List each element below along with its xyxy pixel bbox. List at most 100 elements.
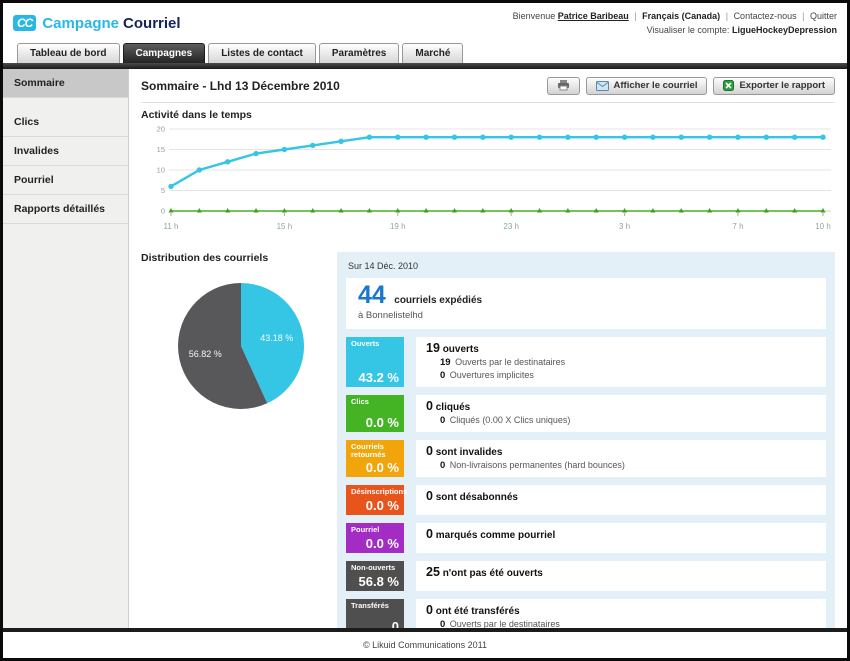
language-link[interactable]: Français (Canada) xyxy=(642,11,721,21)
svg-text:10 h: 10 h xyxy=(815,222,831,231)
sent-count: 44 xyxy=(358,280,386,309)
printer-icon xyxy=(557,80,570,91)
stat-badge-value: 0 xyxy=(391,619,399,628)
brand-primary: Campagne xyxy=(42,14,120,32)
tab-campagnes[interactable]: Campagnes xyxy=(122,42,206,63)
stat-badge-value: 43.2 % xyxy=(358,369,399,385)
stat-badge-value: 56.8 % xyxy=(358,574,399,590)
show-email-button[interactable]: Afficher le courriel xyxy=(585,76,708,95)
brand-secondary: Courriel xyxy=(123,14,181,32)
sidebar-item-sommaire[interactable]: Sommaire xyxy=(3,68,128,98)
stat-main-line: 0 marqués comme pourriel xyxy=(426,527,816,541)
stat-row: Courriels retournés 0.0 % 0 sont invalid… xyxy=(346,439,826,478)
header: CC Campagne Courriel Bienvenue Patrice Ba… xyxy=(3,3,847,40)
stat-sub-line: 0 Ouvertures implicites xyxy=(440,369,534,381)
stat-main-line: 0 sont invalides xyxy=(426,444,816,458)
stat-sub-line: 0 Non-livraisons permanentes (hard bounc… xyxy=(440,459,625,471)
app-logo-icon: CC xyxy=(13,15,37,32)
sidebar-item-invalides[interactable]: Invalides xyxy=(3,137,128,166)
stat-badge-label: Clics xyxy=(351,396,369,406)
svg-text:56.82 %: 56.82 % xyxy=(189,349,222,359)
stat-badge: Clics 0.0 % xyxy=(346,394,404,432)
separator: | xyxy=(634,11,637,21)
stat-body: 0 sont invalides 0 Non-livraisons perman… xyxy=(416,439,826,478)
stat-main-line: 0 ont été transférés xyxy=(426,603,816,617)
stat-main-number: 0 xyxy=(426,603,433,618)
distribution-section-title: Distribution des courriels xyxy=(141,251,269,264)
summary-date: Sur 14 Déc. 2010 xyxy=(348,260,419,271)
main-panel: Sommaire - Lhd 13 Décembre 2010 Afficher… xyxy=(129,69,847,628)
stat-body: 0 cliqués 0 Cliqués (0.00 X Clics unique… xyxy=(416,394,826,432)
stat-badge-label: Ouverts xyxy=(351,338,380,348)
stat-badge: Désinscriptions 0.0 % xyxy=(346,485,408,516)
brand: CC Campagne Courriel xyxy=(13,9,181,38)
separator: | xyxy=(802,11,805,21)
stat-body: 19 ouverts 19 Ouverts par le destinatair… xyxy=(416,336,826,387)
page-title: Sommaire - Lhd 13 Décembre 2010 xyxy=(141,78,340,93)
stat-main-number: 0 xyxy=(426,443,433,458)
sidebar-item-pourriel[interactable]: Pourriel xyxy=(3,166,128,195)
svg-text:10: 10 xyxy=(157,165,165,174)
contact-link[interactable]: Contactez-nous xyxy=(733,11,797,21)
export-report-label: Exporter le rapport xyxy=(739,80,825,92)
user-name-link[interactable]: Patrice Baribeau xyxy=(557,11,629,21)
sent-card: 44 courriels expédiés à Bonnelistelhd xyxy=(346,277,826,329)
stat-row: Pourriel 0.0 % 0 marqués comme pourriel xyxy=(346,523,826,554)
stat-main-text: ouverts xyxy=(442,343,479,355)
stat-badge: Pourriel 0.0 % xyxy=(346,523,404,554)
footer: © Likuid Communications 2011 xyxy=(3,632,847,658)
quit-link[interactable]: Quitter xyxy=(809,11,837,21)
separator: | xyxy=(725,11,729,21)
stat-main-number: 25 xyxy=(426,565,440,580)
stat-main-line: 25 n'ont pas été ouverts xyxy=(426,565,816,579)
stat-main-number: 0 xyxy=(426,527,433,542)
stat-badge-label: Pourriel xyxy=(351,525,380,535)
tab-marche[interactable]: Marché xyxy=(402,42,464,63)
sidebar-item-rapports-detailles[interactable]: Rapports détaillés xyxy=(3,195,128,224)
tab-tableau-de-bord[interactable]: Tableau de bord xyxy=(17,42,120,63)
stat-row: Transférés 0 0 ont été transférés 0 Ouve… xyxy=(346,599,826,628)
stat-main-number: 19 xyxy=(426,340,440,355)
stat-body: 0 marqués comme pourriel xyxy=(416,523,826,554)
stat-badge-value: 0.0 % xyxy=(365,414,399,430)
summary-panel: Sur 14 Déc. 2010 44 courriels expédiés à… xyxy=(337,251,835,628)
tab-parametres[interactable]: Paramètres xyxy=(318,42,400,63)
svg-text:3 h: 3 h xyxy=(619,222,630,231)
tab-bar: Tableau de bord Campagnes Listes de cont… xyxy=(3,40,847,63)
stat-badge: Ouverts 43.2 % xyxy=(346,336,404,387)
user-info: Bienvenue Patrice Baribeau | Français (C… xyxy=(513,9,837,38)
svg-text:11 h: 11 h xyxy=(164,222,179,231)
stat-row: Ouverts 43.2 % 19 ouverts 19 Ouverts par… xyxy=(346,336,826,387)
content-area: Sommaire Clics Invalides Pourriel Rappor… xyxy=(3,68,847,632)
excel-icon xyxy=(723,80,735,92)
stat-sub-line: 0 Ouverts par le destinataires xyxy=(440,619,560,628)
stat-body: 0 ont été transférés 0 Ouverts par le de… xyxy=(416,599,826,628)
toolbar: Afficher le courriel Exporter le rapport xyxy=(546,76,835,95)
stat-badge-label: Désinscriptions xyxy=(351,487,408,497)
stat-badge-label: Courriels retournés xyxy=(351,441,386,460)
stat-main-text: cliqués xyxy=(435,401,471,413)
stat-sub-line: 0 Cliqués (0.00 X Clics uniques) xyxy=(440,414,571,426)
tab-listes-de-contact[interactable]: Listes de contact xyxy=(208,42,316,63)
stat-row: Non-ouverts 56.8 % 25 n'ont pas été ouve… xyxy=(346,561,826,592)
activity-section-title: Activité dans le temps xyxy=(141,108,252,121)
svg-text:7 h: 7 h xyxy=(732,222,743,231)
stat-main-number: 0 xyxy=(426,398,433,413)
svg-text:15: 15 xyxy=(157,145,165,154)
distribution-section: Distribution des courriels 43.18 % 56.82 … xyxy=(141,252,329,628)
account-name-link[interactable]: LigueHockeyDepression xyxy=(731,25,837,36)
print-button[interactable] xyxy=(546,76,580,95)
tab-bar-underline xyxy=(3,62,847,69)
sidebar-item-clics[interactable]: Clics xyxy=(3,108,128,137)
export-report-button[interactable]: Exporter le rapport xyxy=(713,76,835,95)
sidebar: Sommaire Clics Invalides Pourriel Rappor… xyxy=(3,68,129,628)
stat-badge-value: 0.0 % xyxy=(365,498,399,514)
stat-badge-value: 0.0 % xyxy=(365,536,399,552)
svg-text:43.18 %: 43.18 % xyxy=(260,333,293,343)
distribution-pie-chart: 43.18 % 56.82 % xyxy=(178,282,305,409)
svg-text:19 h: 19 h xyxy=(390,222,406,231)
stat-main-text: sont invalides xyxy=(435,446,503,458)
divider xyxy=(141,101,835,103)
stat-badge: Transférés 0 xyxy=(346,599,404,628)
stat-main-number: 0 xyxy=(426,489,433,504)
